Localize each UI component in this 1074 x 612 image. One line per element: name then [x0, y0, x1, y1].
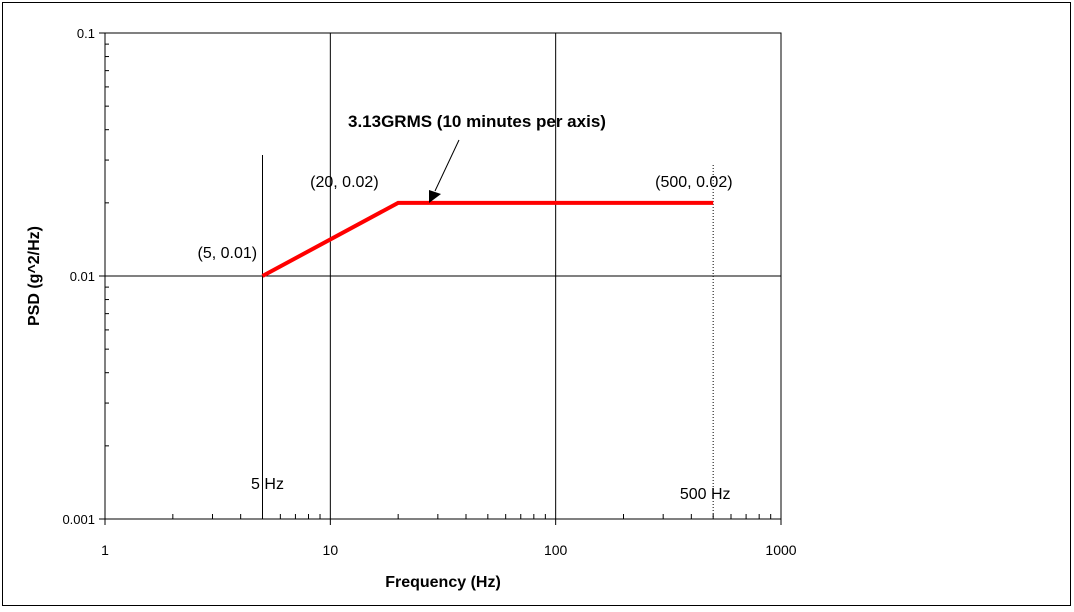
point-label: (5, 0.01) [198, 245, 258, 262]
point-label: (500, 0.02) [655, 174, 732, 191]
y-tick-label: 0.01 [70, 269, 95, 284]
x-tick-label: 10 [323, 542, 339, 558]
y-axis-label: PSD (g^2/Hz) [26, 226, 43, 326]
annotations: (5, 0.01) (20, 0.02) (500, 0.02) 3.13GRMS (… [198, 112, 733, 262]
point-label: (20, 0.02) [310, 174, 378, 191]
tick-labels: 1 10 100 1000 0.001 0.01 0.1 [62, 26, 796, 558]
series-group [261, 200, 714, 278]
y-tick-label: 0.001 [62, 512, 95, 527]
x-tick-label: 1 [101, 542, 109, 558]
psd-chart: 5 Hz 500 Hz 1 10 100 1000 0.001 0.01 0.1 (5, 0.… [26, 26, 797, 591]
callout-text: 3.13GRMS (10 minutes per axis) [348, 112, 606, 131]
x-tick-label: 1000 [765, 542, 796, 558]
x-axis-label: Frequency (Hz) [385, 574, 501, 591]
x-tick-label: 100 [544, 542, 568, 558]
callout-arrow-head [429, 190, 441, 203]
callout-arrow-line [434, 139, 460, 192]
marker-label-5hz: 5 Hz [251, 476, 284, 493]
y-tick-label: 0.1 [77, 26, 95, 41]
grid-lines [99, 32, 782, 525]
psd-line [261, 200, 714, 278]
marker-label-500hz: 500 Hz [680, 486, 731, 503]
frequency-markers: 5 Hz 500 Hz [251, 155, 731, 519]
